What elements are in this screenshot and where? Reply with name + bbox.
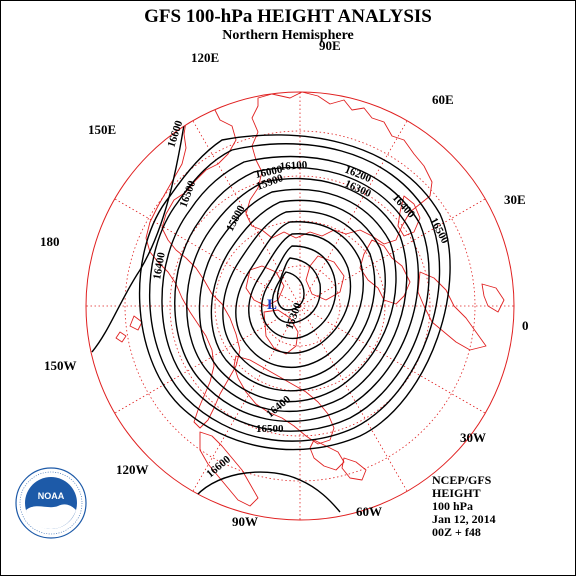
lon-label-60e: 60E bbox=[432, 92, 454, 107]
coast-north-america-east bbox=[233, 355, 335, 445]
contour-16600-south bbox=[195, 471, 341, 513]
contour-16600-north bbox=[91, 92, 191, 353]
lon-label-180: 180 bbox=[40, 234, 60, 249]
lon-label-120w: 120W bbox=[116, 462, 149, 477]
contour-15700 bbox=[235, 221, 364, 369]
coast-hudson-bay bbox=[263, 309, 299, 355]
logo-seagull-wave bbox=[26, 504, 76, 529]
contour-15900 bbox=[210, 199, 386, 392]
coast-eurasia-north bbox=[245, 92, 433, 245]
coast-gulf-of-mexico bbox=[309, 439, 345, 471]
info-line-model: NCEP/GFS bbox=[432, 473, 492, 487]
contour-label-16500-nw: 16500 bbox=[178, 179, 199, 209]
coast-aleutian-1 bbox=[129, 315, 143, 331]
info-line-field: HEIGHT bbox=[432, 486, 481, 500]
lon-label-60w: 60W bbox=[356, 504, 382, 519]
height-contours bbox=[91, 92, 451, 513]
lon-label-90w: 90W bbox=[232, 514, 258, 529]
contour-16500-closed bbox=[138, 134, 451, 451]
chart-title: GFS 100-hPa HEIGHT ANALYSIS bbox=[144, 6, 432, 27]
coast-west-africa bbox=[481, 283, 505, 313]
contour-16400 bbox=[149, 143, 441, 442]
longitude-labels: 90E 120E 60E 150E 30E 180 0 150W 30W 120… bbox=[40, 38, 529, 529]
latitude-circle-60n bbox=[169, 175, 431, 437]
lon-label-0: 0 bbox=[522, 318, 529, 333]
lon-label-150e: 150E bbox=[88, 122, 116, 137]
logo-lettering-ring bbox=[19, 471, 83, 535]
contour-16200 bbox=[174, 166, 419, 422]
contour-label-16000: 16000 bbox=[254, 163, 284, 181]
contour-16000 bbox=[198, 188, 397, 403]
lon-label-30w: 30W bbox=[460, 430, 486, 445]
info-block: NCEP/GFS HEIGHT 100 hPa Jan 12, 2014 00Z… bbox=[432, 474, 496, 539]
info-line-level: 100 hPa bbox=[432, 499, 474, 513]
meridian-150w bbox=[114, 305, 301, 414]
lon-label-120e: 120E bbox=[191, 50, 219, 65]
contour-label-16100: 16100 bbox=[279, 159, 308, 173]
contour-label-16500-ne: 16500 bbox=[427, 216, 451, 246]
low-center-label: L bbox=[267, 297, 277, 313]
contour-label-15300: 15300 bbox=[284, 301, 305, 331]
map-boundary-circle bbox=[85, 91, 515, 521]
chart-subtitle: Northern Hemisphere bbox=[222, 28, 354, 43]
lon-label-90e: 90E bbox=[319, 38, 341, 53]
contour-15500 bbox=[260, 245, 337, 340]
coast-caribbean bbox=[341, 457, 367, 481]
coast-greenland bbox=[305, 255, 345, 301]
contour-16100 bbox=[186, 177, 408, 412]
coast-north-america-west bbox=[145, 101, 241, 429]
contour-15400 bbox=[271, 257, 321, 324]
contour-label-16400-w: 16400 bbox=[151, 251, 168, 281]
contour-labels: 16600 16500 16400 15800 15900 16000 1610… bbox=[151, 119, 451, 481]
coast-europe bbox=[359, 239, 411, 305]
lon-label-30e: 30E bbox=[504, 192, 526, 207]
noaa-logo: NOAA bbox=[15, 467, 87, 539]
latitude-circle-50n bbox=[124, 130, 476, 482]
coast-central-america bbox=[199, 431, 259, 507]
info-line-forecast-hour: 00Z + f48 bbox=[432, 525, 481, 539]
contour-15600 bbox=[248, 233, 352, 354]
info-line-date: Jan 12, 2014 bbox=[432, 512, 496, 526]
lon-label-150w: 150W bbox=[44, 358, 77, 373]
contour-15800 bbox=[222, 210, 376, 381]
contour-16300 bbox=[161, 155, 430, 432]
contour-15300 bbox=[276, 271, 305, 311]
contour-label-16500-s: 16500 bbox=[256, 423, 284, 435]
contour-label-16400-ne: 16400 bbox=[390, 192, 418, 221]
logo-text: NOAA bbox=[38, 491, 65, 501]
coast-aleutian-2 bbox=[115, 331, 127, 343]
